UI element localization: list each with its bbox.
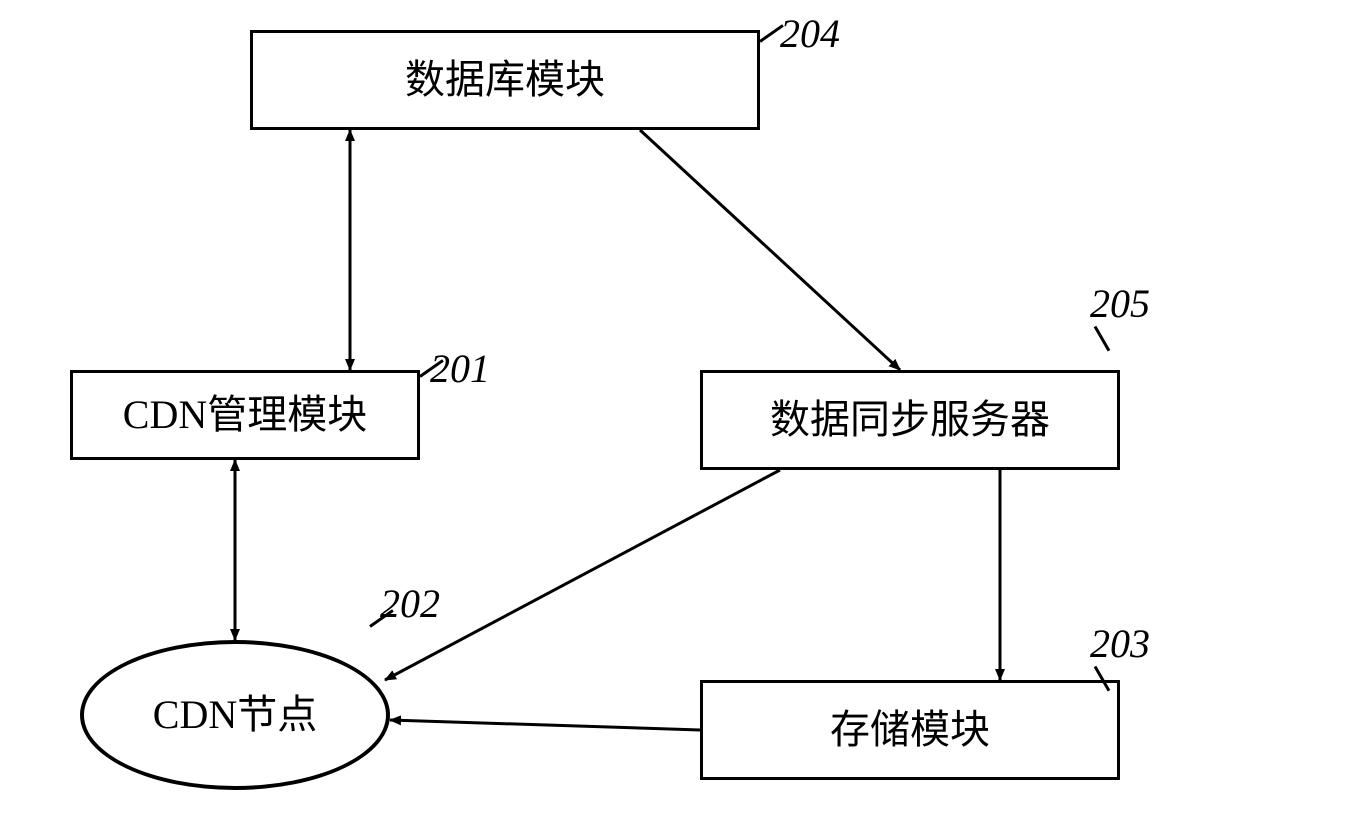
node-cdn-mgmt-label: CDN管理模块 xyxy=(123,395,367,435)
edge-database-syncserver xyxy=(640,130,900,370)
node-cdn-node-label: CDN节点 xyxy=(153,695,317,735)
ref-204: 204 xyxy=(780,10,840,57)
node-database-label: 数据库模块 xyxy=(405,60,605,100)
node-cdn-node: CDN节点 xyxy=(80,640,390,790)
node-sync-server: 数据同步服务器 xyxy=(700,370,1120,470)
node-storage: 存储模块 xyxy=(700,680,1120,780)
edge-syncserver-cdnnode xyxy=(385,470,780,680)
ref-202: 202 xyxy=(380,580,440,627)
ref-tick xyxy=(1094,326,1111,352)
node-sync-server-label: 数据同步服务器 xyxy=(770,400,1050,440)
node-storage-label: 存储模块 xyxy=(830,710,990,750)
diagram-canvas: 数据库模块 204 CDN管理模块 201 数据同步服务器 205 CDN节点 … xyxy=(0,0,1347,838)
ref-201: 201 xyxy=(430,345,490,392)
edge-storage-cdnnode xyxy=(390,720,700,730)
ref-205: 205 xyxy=(1090,280,1150,327)
ref-203: 203 xyxy=(1090,620,1150,667)
node-cdn-mgmt: CDN管理模块 xyxy=(70,370,420,460)
node-database: 数据库模块 xyxy=(250,30,760,130)
